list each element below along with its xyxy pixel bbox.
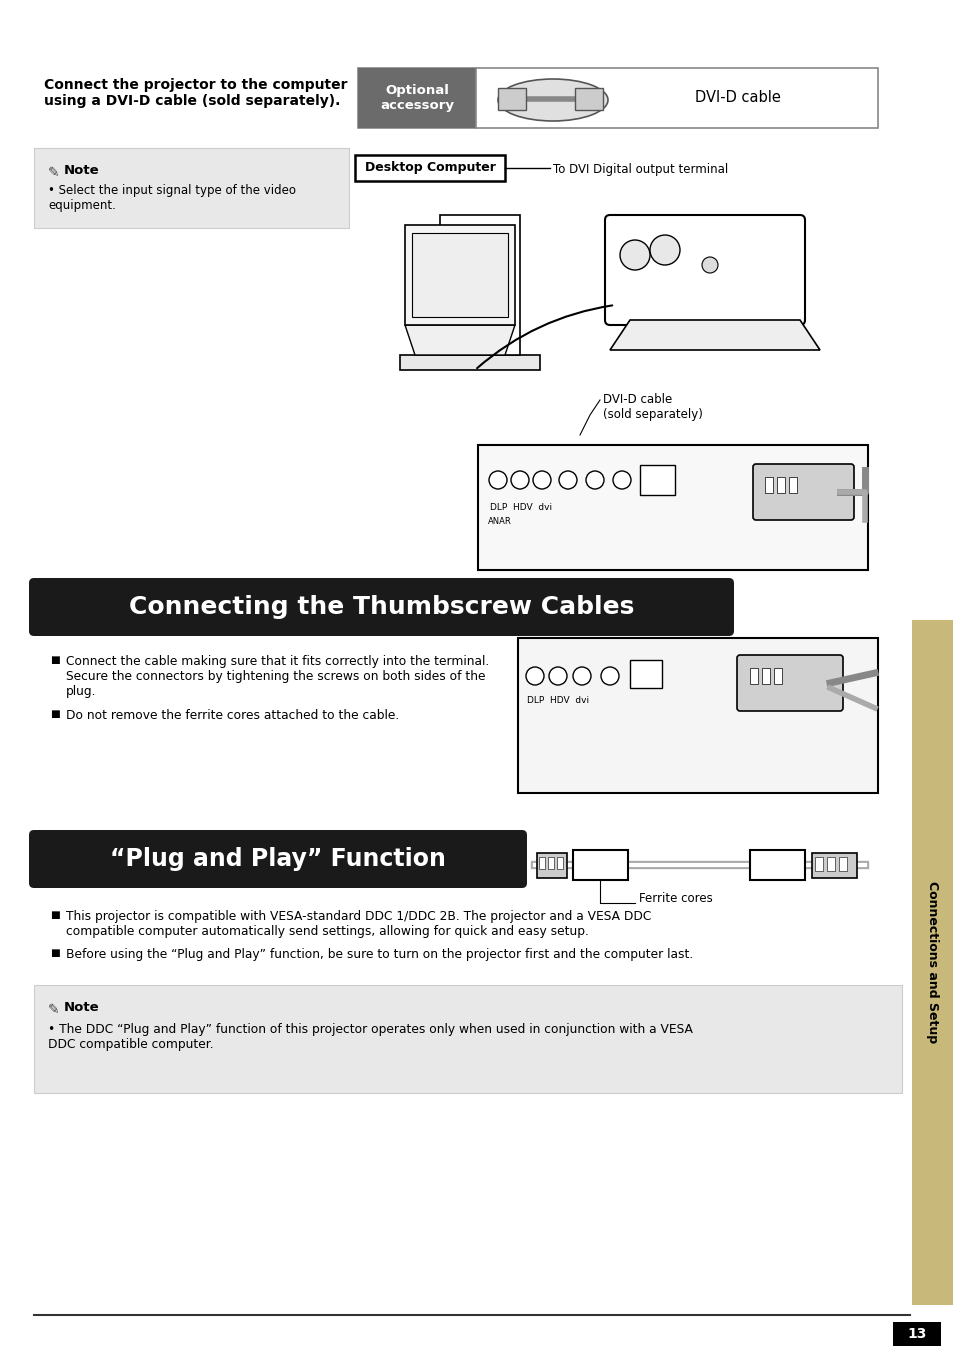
FancyBboxPatch shape: [752, 464, 853, 519]
Bar: [357, 68, 877, 127]
FancyBboxPatch shape: [29, 830, 526, 888]
Bar: [911, 620, 953, 1304]
Circle shape: [573, 667, 590, 685]
Polygon shape: [412, 233, 507, 317]
Bar: [761, 669, 769, 683]
Bar: [629, 660, 661, 687]
Bar: [776, 477, 784, 494]
FancyBboxPatch shape: [29, 578, 733, 636]
Bar: [892, 1322, 940, 1347]
Circle shape: [701, 258, 718, 273]
Text: ■: ■: [50, 948, 60, 957]
Circle shape: [619, 240, 649, 270]
Bar: [575, 88, 602, 110]
Text: Connect the cable making sure that it fits correctly into the terminal.
Secure t: Connect the cable making sure that it fi…: [66, 655, 489, 698]
Text: Do not remove the ferrite cores attached to the cable.: Do not remove the ferrite cores attached…: [66, 709, 399, 721]
Polygon shape: [609, 220, 800, 320]
Bar: [547, 857, 554, 869]
Ellipse shape: [497, 79, 607, 121]
Text: ■: ■: [50, 910, 60, 919]
Bar: [34, 984, 901, 1093]
Text: This projector is compatible with VESA-standard DDC 1/DDC 2B. The projector and : This projector is compatible with VESA-s…: [66, 910, 651, 938]
Bar: [773, 669, 781, 683]
Bar: [764, 477, 772, 494]
Text: “Plug and Play” Function: “Plug and Play” Function: [110, 848, 445, 871]
Bar: [749, 669, 758, 683]
Text: Desktop Computer: Desktop Computer: [364, 161, 495, 175]
Bar: [749, 850, 804, 880]
Bar: [497, 88, 525, 110]
Polygon shape: [439, 216, 519, 355]
Bar: [357, 68, 476, 127]
Text: DVI-D cable: DVI-D cable: [695, 91, 781, 106]
Text: ■: ■: [50, 655, 60, 664]
Text: Optional
accessory: Optional accessory: [379, 84, 454, 113]
FancyBboxPatch shape: [737, 655, 842, 711]
Circle shape: [489, 471, 506, 490]
Polygon shape: [399, 355, 539, 370]
Bar: [573, 850, 627, 880]
Bar: [477, 445, 867, 570]
Text: To DVI Digital output terminal: To DVI Digital output terminal: [553, 163, 727, 176]
Text: Note: Note: [64, 1001, 99, 1014]
Circle shape: [511, 471, 529, 490]
Text: DVI-D cable
(sold separately): DVI-D cable (sold separately): [602, 393, 702, 420]
Bar: [557, 857, 562, 869]
Circle shape: [613, 471, 630, 490]
Text: ✎: ✎: [48, 165, 59, 180]
Circle shape: [548, 667, 566, 685]
FancyBboxPatch shape: [604, 216, 804, 325]
Circle shape: [558, 471, 577, 490]
Text: Ferrite cores: Ferrite cores: [639, 891, 712, 904]
Bar: [34, 148, 349, 228]
Circle shape: [525, 667, 543, 685]
Polygon shape: [405, 225, 515, 325]
Text: • Select the input signal type of the video
equipment.: • Select the input signal type of the vi…: [48, 184, 295, 212]
Text: ✎: ✎: [48, 1003, 59, 1017]
Circle shape: [585, 471, 603, 490]
Text: ■: ■: [50, 709, 60, 719]
Circle shape: [649, 235, 679, 264]
Text: Connections and Setup: Connections and Setup: [925, 881, 939, 1044]
Text: Before using the “Plug and Play” function, be sure to turn on the projector firs: Before using the “Plug and Play” functio…: [66, 948, 693, 961]
Text: DLP  HDV  dvi: DLP HDV dvi: [490, 503, 552, 513]
Text: 13: 13: [906, 1328, 925, 1341]
Text: Note: Note: [64, 164, 99, 178]
Bar: [838, 857, 846, 871]
Circle shape: [533, 471, 551, 490]
Bar: [639, 465, 675, 495]
Bar: [517, 639, 877, 793]
Polygon shape: [405, 325, 515, 355]
Text: Connect the projector to the computer
using a DVI-D cable (sold separately).: Connect the projector to the computer us…: [44, 79, 347, 108]
Bar: [537, 853, 566, 877]
Circle shape: [600, 667, 618, 685]
Text: Connecting the Thumbscrew Cables: Connecting the Thumbscrew Cables: [130, 595, 634, 618]
Text: ANAR: ANAR: [488, 517, 511, 526]
Text: DLP  HDV  dvi: DLP HDV dvi: [526, 696, 589, 705]
Bar: [811, 853, 856, 877]
Bar: [538, 857, 544, 869]
Bar: [826, 857, 834, 871]
Bar: [814, 857, 822, 871]
Polygon shape: [609, 320, 820, 350]
Bar: [355, 155, 504, 180]
Text: • The DDC “Plug and Play” function of this projector operates only when used in : • The DDC “Plug and Play” function of th…: [48, 1022, 692, 1051]
Bar: [788, 477, 796, 494]
